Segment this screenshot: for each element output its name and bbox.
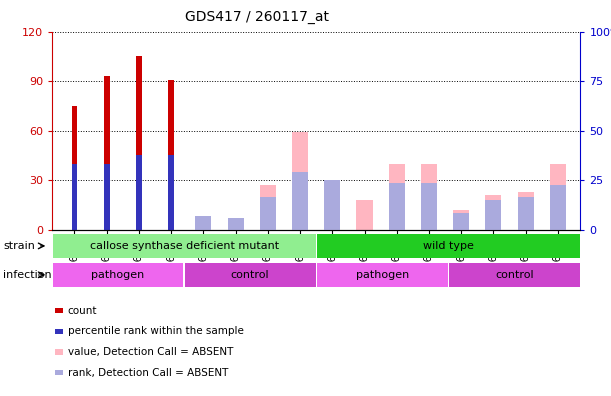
Bar — [518, 192, 534, 230]
Bar — [260, 197, 276, 230]
Text: value, Detection Call = ABSENT: value, Detection Call = ABSENT — [68, 347, 233, 357]
Bar — [317, 234, 580, 258]
Bar — [136, 56, 142, 230]
Bar — [421, 164, 437, 230]
Bar — [196, 217, 211, 230]
Bar — [71, 164, 78, 230]
Text: wild type: wild type — [423, 241, 474, 251]
Text: callose synthase deficient mutant: callose synthase deficient mutant — [89, 241, 279, 251]
Bar — [53, 263, 183, 287]
Bar — [453, 210, 469, 230]
Bar — [260, 185, 276, 230]
Bar — [389, 183, 405, 230]
Bar — [317, 263, 448, 287]
Bar — [550, 185, 566, 230]
Bar — [196, 217, 211, 230]
Bar — [168, 155, 174, 230]
Bar — [292, 132, 308, 230]
Text: GDS417 / 260117_at: GDS417 / 260117_at — [185, 10, 329, 24]
Bar — [421, 183, 437, 230]
Text: percentile rank within the sample: percentile rank within the sample — [68, 326, 244, 337]
Bar — [292, 172, 308, 230]
Bar — [104, 164, 109, 230]
Text: count: count — [68, 306, 97, 316]
Bar — [185, 263, 315, 287]
Bar — [485, 195, 502, 230]
Bar — [168, 80, 174, 230]
Text: strain: strain — [3, 241, 35, 251]
Bar — [356, 200, 373, 230]
Bar — [227, 218, 244, 230]
Bar — [227, 218, 244, 230]
Bar — [453, 213, 469, 230]
Bar — [324, 180, 340, 230]
Bar — [518, 197, 534, 230]
Text: pathogen: pathogen — [92, 270, 145, 280]
Text: infection: infection — [3, 270, 52, 280]
Bar — [449, 263, 580, 287]
Bar — [71, 106, 78, 230]
Text: rank, Detection Call = ABSENT: rank, Detection Call = ABSENT — [68, 367, 228, 378]
Bar — [550, 164, 566, 230]
Bar — [136, 155, 142, 230]
Bar — [485, 200, 502, 230]
Text: control: control — [231, 270, 269, 280]
Bar — [389, 164, 405, 230]
Bar — [53, 234, 315, 258]
Text: control: control — [495, 270, 533, 280]
Text: pathogen: pathogen — [356, 270, 409, 280]
Bar — [104, 76, 109, 230]
Bar — [324, 180, 340, 230]
